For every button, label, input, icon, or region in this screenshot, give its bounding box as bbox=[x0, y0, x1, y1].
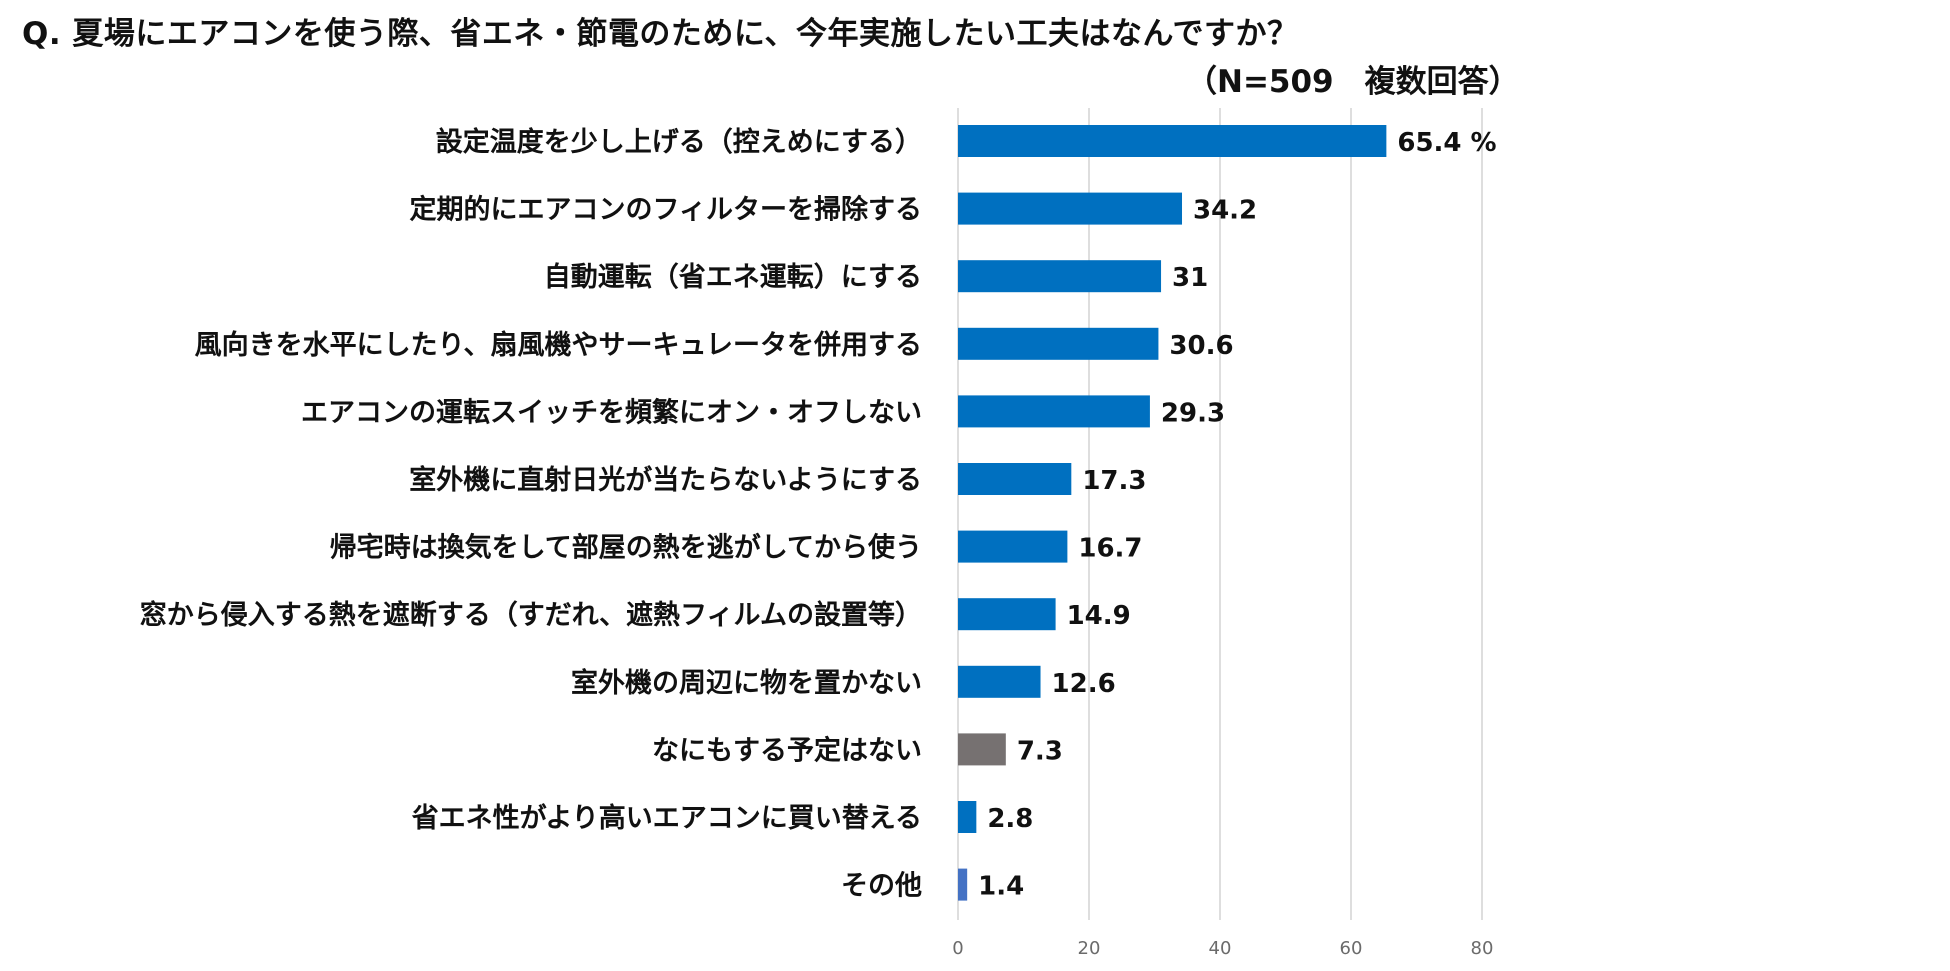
x-tick-label: 40 bbox=[1209, 938, 1232, 959]
data-label: 1.4 bbox=[978, 872, 1024, 902]
chart-title: Q. 夏場にエアコンを使う際、省エネ・節電のために、今年実施したい工夫はなんです… bbox=[22, 16, 1299, 52]
data-label: 31 bbox=[1172, 263, 1208, 293]
category-label: その他 bbox=[841, 871, 922, 902]
chart-subtitle: （N=509 複数回答） bbox=[1186, 64, 1520, 100]
bar bbox=[958, 598, 1056, 631]
data-label: 34.2 bbox=[1193, 196, 1257, 226]
bar bbox=[958, 192, 1183, 225]
category-label: 窓から侵入する熱を遮断する（すだれ、遮熱フィルムの設置等） bbox=[140, 599, 922, 631]
category-label: 省エネ性がより高いエアコンに買い替える bbox=[412, 802, 922, 834]
category-label: エアコンの運転スイッチを頻繁にオン・オフしない bbox=[301, 397, 922, 428]
data-label: 16.7 bbox=[1078, 534, 1142, 564]
bar bbox=[958, 327, 1159, 360]
bar bbox=[958, 665, 1041, 698]
category-label: 自動運転（省エネ運転）にする bbox=[544, 261, 922, 293]
x-tick-label: 80 bbox=[1471, 938, 1494, 959]
data-label: 30.6 bbox=[1169, 331, 1233, 361]
data-label: 14.9 bbox=[1067, 601, 1131, 631]
bar bbox=[958, 260, 1162, 293]
bar bbox=[958, 395, 1150, 428]
bar bbox=[958, 801, 977, 833]
x-tick-label: 60 bbox=[1340, 938, 1363, 959]
bar bbox=[958, 125, 1387, 157]
category-label: 帰宅時は換気をして部屋の熱を逃がしてから使う bbox=[330, 532, 922, 564]
bar bbox=[958, 868, 968, 901]
bar bbox=[958, 463, 1072, 495]
data-label: 7.3 bbox=[1017, 736, 1063, 766]
category-label: なにもする予定はない bbox=[652, 734, 922, 766]
x-tick-label: 20 bbox=[1078, 938, 1101, 959]
x-tick-label: 0 bbox=[952, 938, 963, 959]
category-label: 室外機の周辺に物を置かない bbox=[571, 667, 922, 699]
category-label: 設定温度を少し上げる（控えめにする） bbox=[436, 126, 922, 158]
data-label: 29.3 bbox=[1161, 398, 1225, 428]
bar bbox=[958, 733, 1006, 766]
category-label: 風向きを水平にしたり、扇風機やサーキュレータを併用する bbox=[195, 329, 922, 361]
data-label: 65.4 % bbox=[1397, 128, 1496, 158]
data-label: 2.8 bbox=[987, 804, 1033, 834]
category-label: 室外機に直射日光が当たらないようにする bbox=[409, 464, 922, 496]
data-label: 17.3 bbox=[1082, 466, 1146, 496]
category-label: 定期的にエアコンのフィルターを掃除する bbox=[410, 194, 922, 226]
data-label: 12.6 bbox=[1052, 669, 1116, 699]
bar bbox=[958, 530, 1068, 563]
